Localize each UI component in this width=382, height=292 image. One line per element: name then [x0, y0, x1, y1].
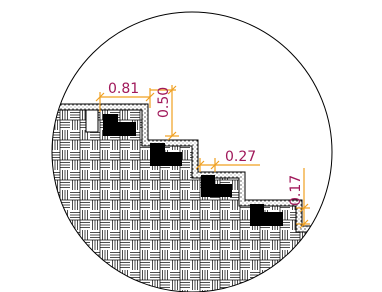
dimension-label: 0.50: [156, 87, 172, 118]
page: 0.81 0.50 0.27 0.17 (() => { const data …: [0, 0, 382, 292]
dimension-label: 0.17: [288, 175, 304, 206]
dimension-label: 0.81: [108, 81, 139, 97]
detail-drawing: 0.81 0.50 0.27 0.17: [0, 0, 382, 292]
dimension-label: 0.27: [225, 149, 256, 165]
